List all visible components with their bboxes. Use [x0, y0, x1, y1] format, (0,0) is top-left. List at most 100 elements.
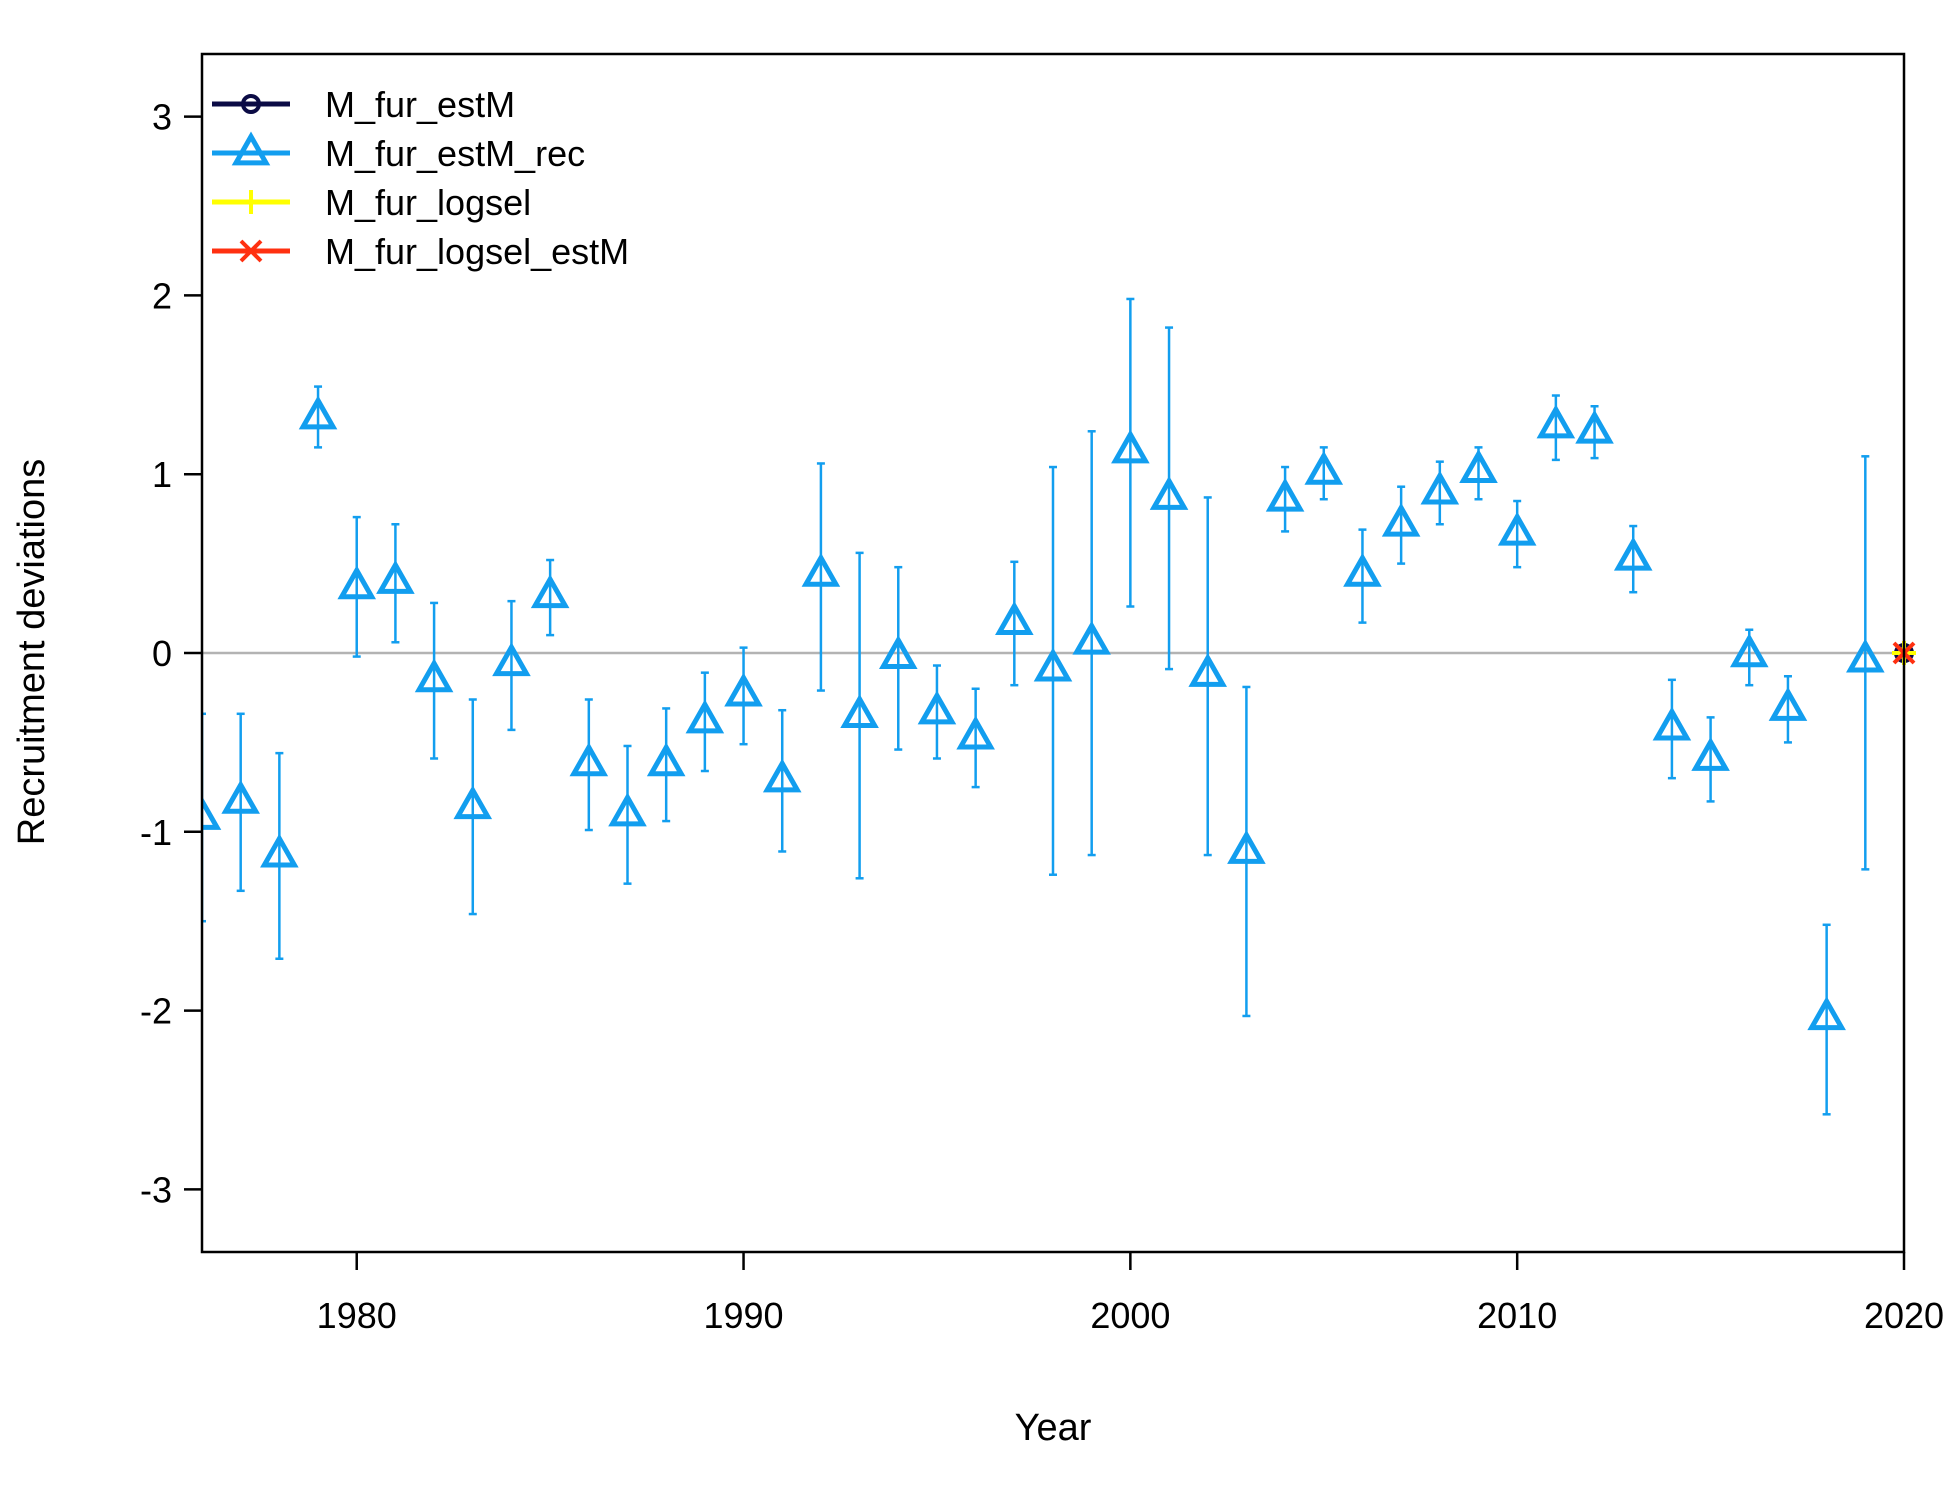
data-point	[956, 715, 995, 750]
legend-marker	[231, 131, 271, 166]
data-point	[1768, 686, 1808, 721]
error-bars	[202, 297, 1870, 1116]
error-bar	[584, 698, 593, 832]
data-point	[878, 635, 918, 669]
y-tick-label: -2	[140, 991, 172, 1032]
data-point	[1111, 429, 1150, 464]
error-bar	[1281, 465, 1290, 533]
y-tick-label: 2	[152, 275, 172, 316]
data-point	[724, 672, 763, 707]
error-bar	[971, 687, 980, 789]
data-point	[1729, 633, 1769, 668]
y-tick-label: -1	[140, 812, 172, 853]
error-bar	[1126, 297, 1135, 608]
error-bar	[275, 751, 284, 961]
legend-label: M_fur_logsel_estM	[325, 231, 629, 272]
error-bar	[546, 558, 555, 637]
data-point	[453, 785, 493, 820]
data-point	[1188, 652, 1228, 687]
error-bar	[1203, 496, 1212, 857]
data-point	[1072, 620, 1111, 655]
error-bar	[236, 712, 245, 893]
error-bar	[739, 646, 748, 746]
error-bar	[468, 698, 477, 916]
data-point	[376, 559, 415, 594]
y-tick-label: 1	[152, 454, 172, 495]
data-point	[202, 795, 222, 830]
error-bar	[1397, 485, 1406, 565]
x-axis: 1980 1990 2000 2010 2020	[317, 1252, 1944, 1336]
y-axis-label: Recruitment deviations	[11, 459, 53, 846]
data-point	[1381, 502, 1421, 537]
data-point	[1033, 647, 1073, 682]
x-tick-label: 2010	[1477, 1295, 1557, 1336]
data-point	[685, 699, 725, 734]
legend-label: M_fur_estM_rec	[325, 133, 585, 174]
error-bar	[391, 523, 400, 644]
legend-item: M_fur_logsel_estM	[212, 231, 629, 272]
error-bar	[1667, 678, 1676, 780]
data-point	[337, 565, 377, 600]
data-point	[298, 395, 338, 430]
error-bar	[932, 664, 941, 760]
error-bar	[662, 707, 671, 823]
data-point	[1652, 706, 1692, 741]
data-point	[840, 694, 879, 728]
legend-item: M_fur_logsel	[212, 182, 531, 223]
legend-marker	[239, 239, 263, 263]
data-point	[608, 792, 647, 827]
error-bar	[894, 565, 903, 751]
data-point	[1420, 470, 1460, 505]
data-point	[1265, 477, 1305, 512]
error-bar	[700, 671, 709, 773]
x-tick-label: 2020	[1864, 1295, 1944, 1336]
error-bar	[430, 601, 439, 760]
error-bar	[778, 708, 787, 853]
y-tick-label: -3	[140, 1169, 172, 1210]
data-point	[1343, 552, 1382, 587]
y-axis: -3 -2 -1 0 1 2 3	[140, 97, 202, 1210]
error-bar	[507, 599, 516, 732]
error-bar	[1706, 716, 1715, 803]
error-bar	[1165, 326, 1174, 671]
data-point	[917, 690, 957, 725]
error-bar	[1629, 524, 1638, 594]
y-tick-label: 3	[152, 97, 172, 138]
error-bar	[1010, 560, 1019, 687]
data-point	[1613, 536, 1653, 571]
data-point	[1497, 511, 1537, 546]
x-tick-label: 1980	[317, 1295, 397, 1336]
legend-label: M_fur_estM	[325, 84, 515, 125]
x-tick-label: 2000	[1090, 1295, 1170, 1336]
data-markers	[202, 395, 1885, 1031]
error-bar	[352, 515, 361, 658]
legend-item: M_fur_estM	[212, 84, 515, 125]
data-point	[260, 833, 299, 868]
error-bar	[1358, 528, 1367, 624]
data-point	[1536, 404, 1576, 439]
error-bar	[623, 744, 632, 885]
legend-marker	[239, 190, 263, 214]
data-point	[1459, 449, 1498, 484]
legend-item: M_fur_estM_rec	[212, 131, 585, 174]
data-point	[569, 742, 609, 777]
error-bar	[855, 551, 864, 880]
data-point	[492, 642, 531, 677]
error-bar	[1242, 685, 1251, 1018]
data-point	[1149, 475, 1189, 510]
error-bar	[1087, 430, 1096, 857]
error-bar	[1049, 465, 1057, 876]
y-tick-label: 0	[152, 633, 172, 674]
error-bar	[816, 462, 825, 692]
error-bar	[1783, 674, 1792, 744]
data-point	[1807, 996, 1846, 1031]
data-point	[1691, 736, 1730, 771]
legend-marker	[241, 94, 261, 114]
data-point	[995, 601, 1034, 636]
data-point	[414, 658, 454, 693]
x-tick-label: 1990	[703, 1295, 783, 1336]
error-bar	[202, 712, 206, 923]
data-point	[1304, 450, 1344, 485]
error-bar	[1513, 499, 1522, 569]
